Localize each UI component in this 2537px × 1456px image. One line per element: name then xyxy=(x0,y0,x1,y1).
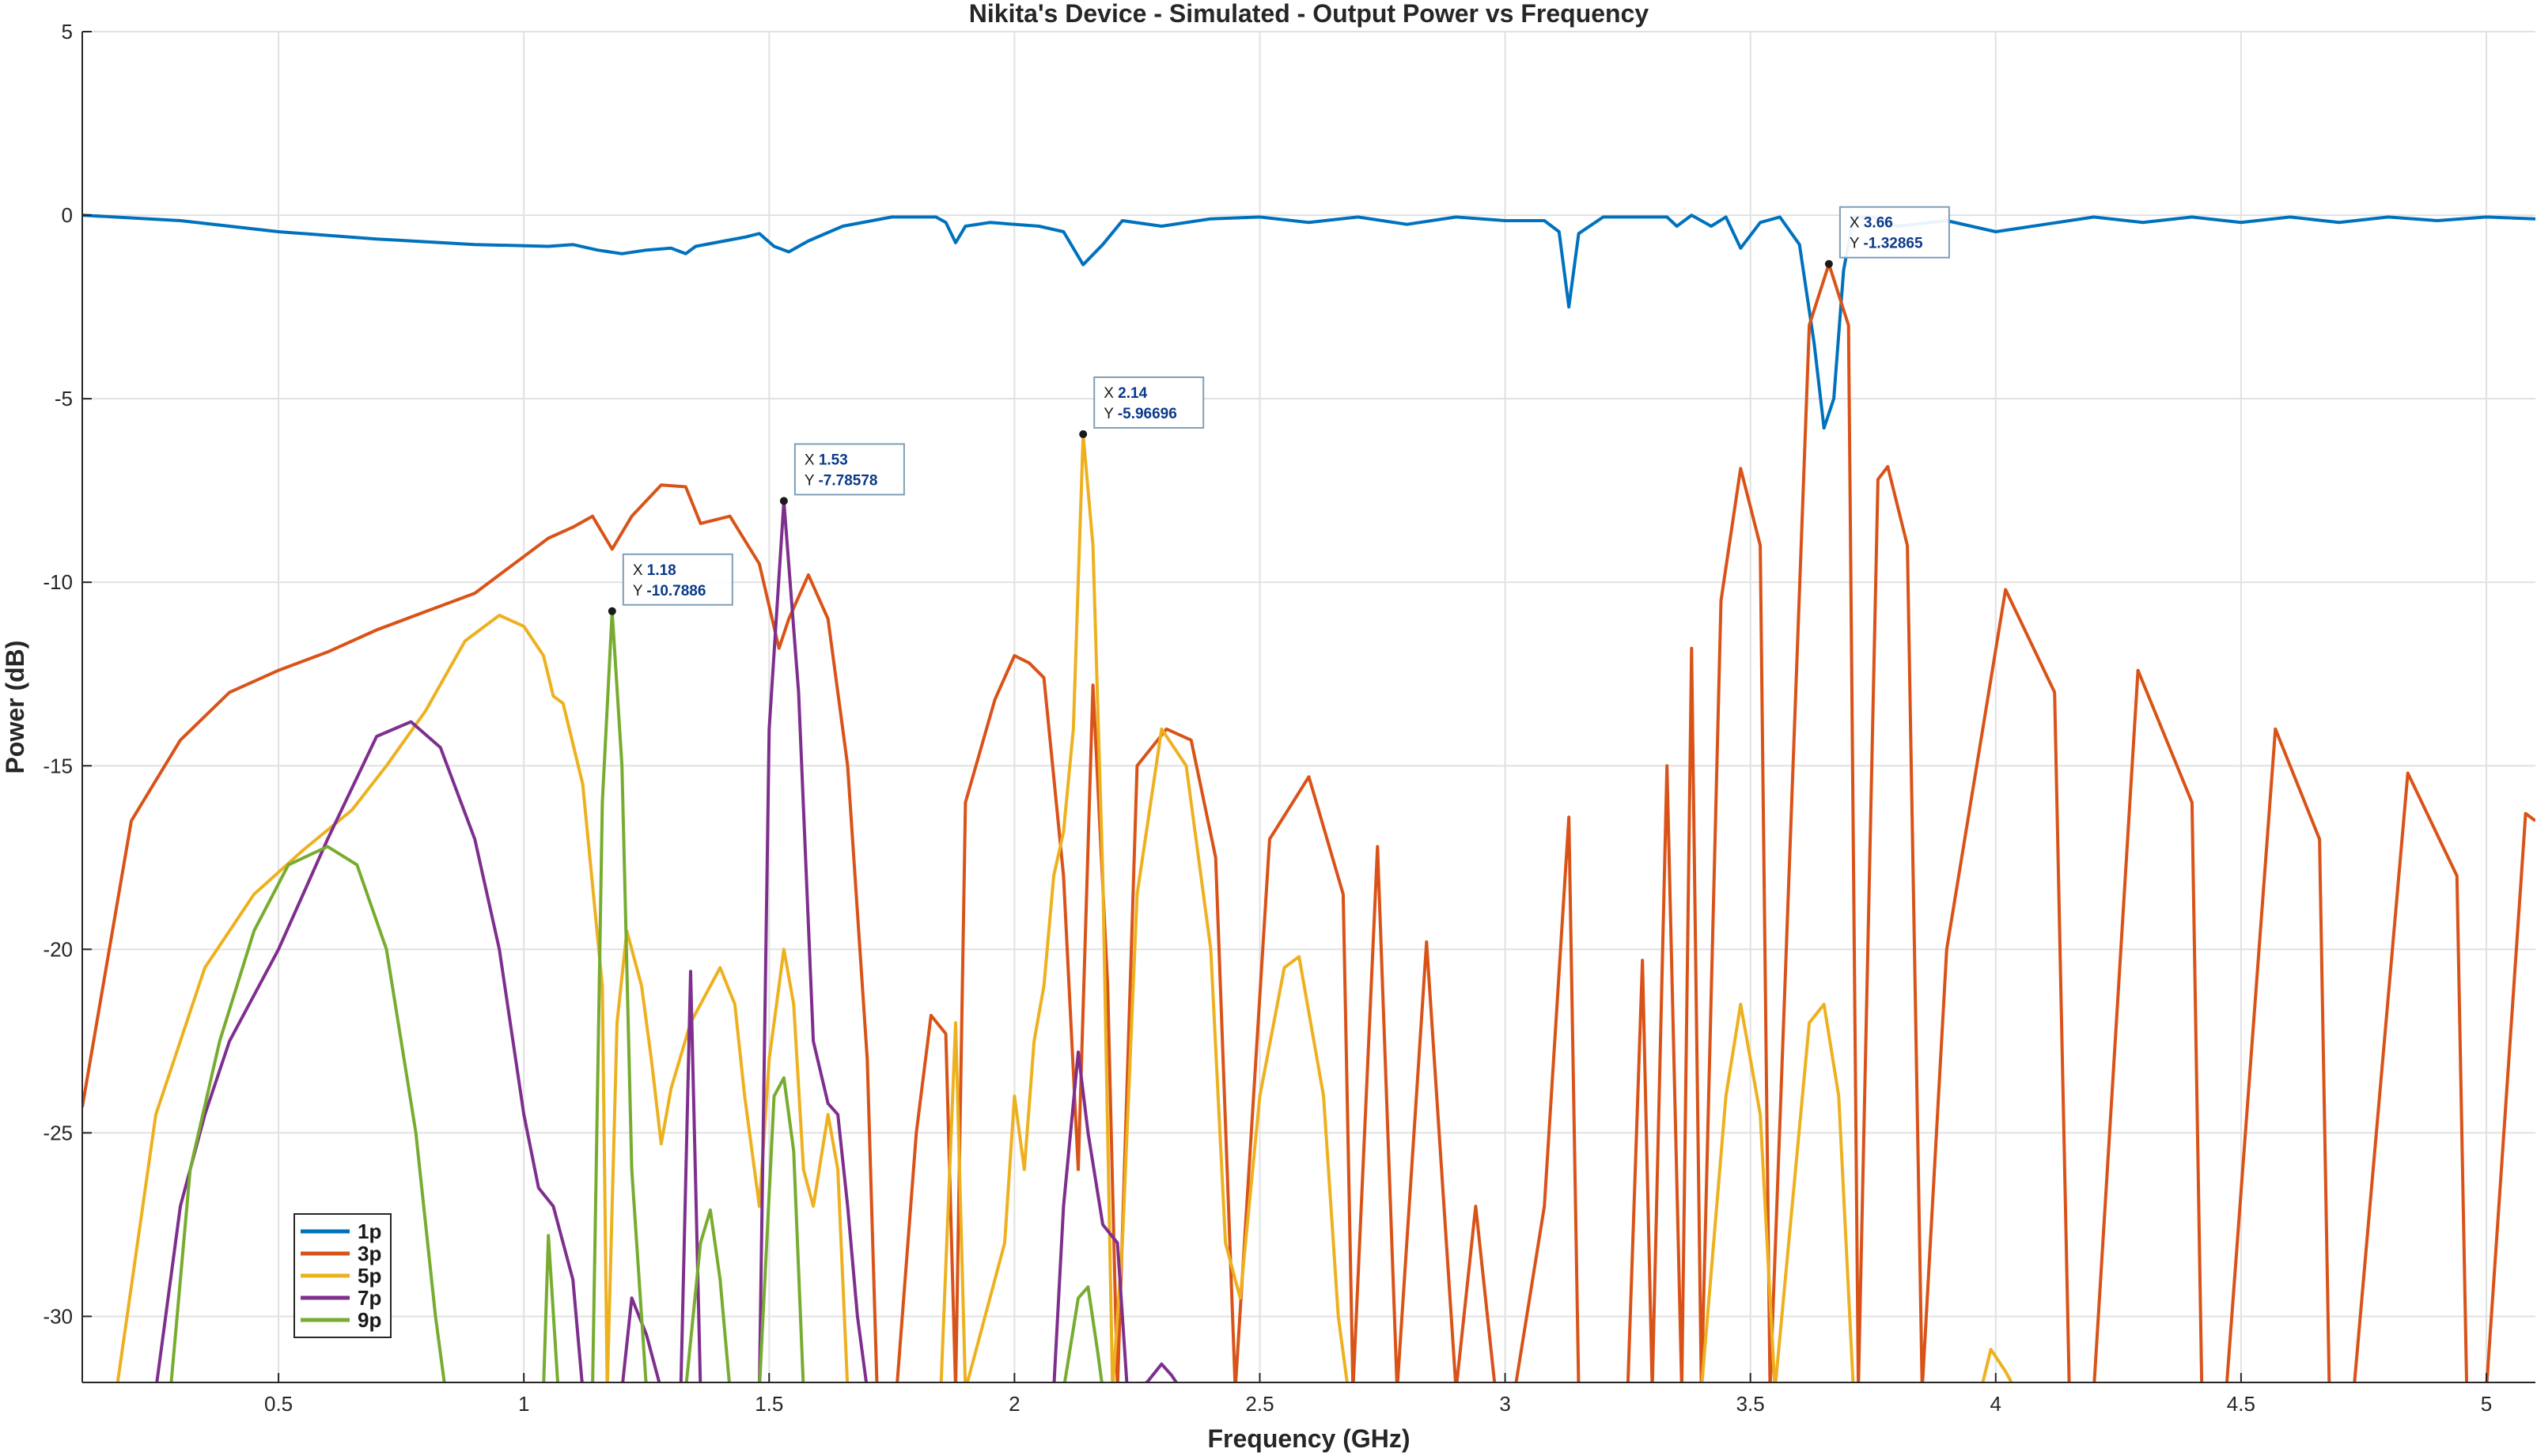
x-tick-label: 2.5 xyxy=(1245,1392,1274,1416)
datatip-y-value: -7.78578 xyxy=(818,472,877,489)
legend-entry[interactable]: 3p xyxy=(301,1242,381,1265)
datatip[interactable]: X 3.66Y -1.32865 xyxy=(1824,206,1950,268)
datatip-x-value: 1.18 xyxy=(647,562,676,579)
datatip-marker xyxy=(608,607,616,615)
datatip[interactable]: X 1.18Y -10.7886 xyxy=(608,553,733,615)
datatip-box xyxy=(622,553,733,606)
axes xyxy=(81,31,2535,1383)
datatip[interactable]: X 2.14Y -5.96696 xyxy=(1079,376,1205,439)
y-tick-label: -5 xyxy=(55,387,73,410)
datatip-y-label: Y xyxy=(805,472,819,489)
datatip-box xyxy=(1838,206,1950,259)
x-tick-label: 1.5 xyxy=(755,1392,783,1416)
datatip-y-line: Y -5.96696 xyxy=(1104,406,1177,422)
datatip-box xyxy=(1093,376,1205,429)
y-axis-title: Power (dB) xyxy=(1,641,29,774)
datatip-x-line: X 3.66 xyxy=(1850,215,1893,232)
x-tick-label: 3 xyxy=(1499,1392,1510,1416)
legend-label: 1p xyxy=(358,1220,381,1243)
legend-label: 5p xyxy=(358,1264,381,1288)
legend-entry[interactable]: 1p xyxy=(301,1220,381,1243)
legend-label: 9p xyxy=(358,1308,381,1332)
datatip-box xyxy=(793,443,905,496)
datatip-x-label: X xyxy=(805,452,819,468)
x-tick-label: 0.5 xyxy=(264,1392,293,1416)
legend-label: 7p xyxy=(358,1286,381,1310)
series-line-3p xyxy=(82,262,2535,1382)
y-tick-label: 5 xyxy=(62,20,73,43)
grid xyxy=(82,31,2535,1382)
y-tick-label: 0 xyxy=(62,203,73,227)
y-tick-label: -15 xyxy=(43,754,73,777)
x-axis-title: Frequency (GHz) xyxy=(1207,1424,1410,1453)
x-tick-label: 2 xyxy=(1009,1392,1020,1416)
datatip-x-line: X 1.18 xyxy=(633,562,676,579)
legend-entry[interactable]: 9p xyxy=(301,1308,381,1332)
tick-labels: 0.5 1 1.5 2 2.5 3 3.5 4 4.5 5 5 0 -5 -10 -15 -20 -25 -30 xyxy=(43,20,2492,1416)
datatip-x-line: X 1.53 xyxy=(805,452,848,468)
datatip-x-label: X xyxy=(1104,385,1118,402)
datatip-y-line: Y -1.32865 xyxy=(1850,236,1923,252)
chart-title: Nikita's Device - Simulated - Output Pow… xyxy=(969,0,1649,28)
y-tick-label: -30 xyxy=(43,1304,73,1328)
datatip-x-value: 3.66 xyxy=(1864,215,1893,232)
y-tick-label: -10 xyxy=(43,570,73,594)
legend-label: 3p xyxy=(358,1242,381,1265)
x-tick-label: 3.5 xyxy=(1736,1392,1765,1416)
series-line-5p xyxy=(115,433,2013,1382)
x-tick-label: 4.5 xyxy=(2227,1392,2255,1416)
datatip-y-line: Y -10.7886 xyxy=(633,583,706,599)
datatip-marker xyxy=(1079,430,1088,439)
datatip-marker xyxy=(779,497,788,505)
x-tick-label: 4 xyxy=(1990,1392,2001,1416)
y-tick-label: -25 xyxy=(43,1121,73,1144)
datatip-x-value: 2.14 xyxy=(1118,385,1147,402)
datatip-x-label: X xyxy=(1850,215,1864,232)
datatip-marker xyxy=(1824,259,1833,268)
datatip-y-value: -1.32865 xyxy=(1864,236,1923,252)
datatip-x-line: X 2.14 xyxy=(1104,385,1147,402)
y-tick-label: -20 xyxy=(43,937,73,961)
series-line-7p xyxy=(155,499,1179,1382)
datatip-y-label: Y xyxy=(1104,406,1118,422)
datatip[interactable]: X 1.53Y -7.78578 xyxy=(779,443,905,505)
datatip-x-value: 1.53 xyxy=(819,452,848,468)
x-tick-label: 5 xyxy=(2481,1392,2492,1416)
legend-entry[interactable]: 5p xyxy=(301,1264,381,1288)
datatip-y-line: Y -7.78578 xyxy=(805,472,878,489)
datatip-x-label: X xyxy=(633,562,647,579)
legend-entry[interactable]: 7p xyxy=(301,1286,381,1310)
datatip-y-label: Y xyxy=(633,583,647,599)
series-line-9p xyxy=(169,609,1104,1382)
datatip-y-value: -5.96696 xyxy=(1118,406,1177,422)
x-tick-label: 1 xyxy=(518,1392,529,1416)
datatip-y-value: -10.7886 xyxy=(646,583,706,599)
datatip-y-label: Y xyxy=(1850,236,1864,252)
